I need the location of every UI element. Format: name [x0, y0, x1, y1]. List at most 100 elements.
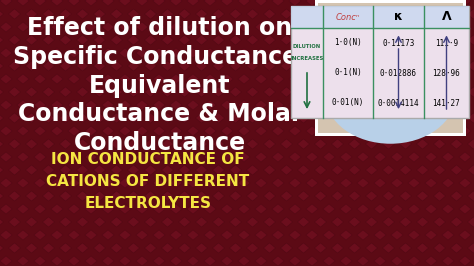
Polygon shape — [365, 191, 377, 201]
Polygon shape — [128, 165, 139, 175]
Polygon shape — [425, 0, 437, 6]
Polygon shape — [417, 139, 428, 149]
Polygon shape — [400, 139, 411, 149]
Polygon shape — [17, 204, 29, 214]
Polygon shape — [306, 178, 318, 188]
Polygon shape — [204, 126, 216, 136]
Polygon shape — [136, 0, 148, 6]
Polygon shape — [365, 139, 377, 149]
Polygon shape — [298, 87, 310, 97]
Polygon shape — [0, 100, 12, 110]
Polygon shape — [383, 35, 394, 45]
Polygon shape — [264, 113, 275, 123]
Polygon shape — [179, 61, 191, 71]
Polygon shape — [323, 152, 335, 162]
Polygon shape — [365, 9, 377, 19]
Polygon shape — [68, 0, 80, 6]
Polygon shape — [340, 48, 352, 58]
Polygon shape — [442, 204, 454, 214]
Polygon shape — [85, 48, 97, 58]
Polygon shape — [221, 230, 233, 240]
Polygon shape — [272, 48, 284, 58]
Polygon shape — [331, 87, 344, 97]
Polygon shape — [400, 191, 411, 201]
Polygon shape — [43, 9, 55, 19]
Polygon shape — [323, 100, 335, 110]
Polygon shape — [34, 48, 46, 58]
Polygon shape — [26, 87, 37, 97]
Polygon shape — [391, 100, 403, 110]
Polygon shape — [162, 165, 173, 175]
Polygon shape — [9, 35, 20, 45]
Polygon shape — [179, 113, 191, 123]
Polygon shape — [246, 113, 258, 123]
Polygon shape — [450, 87, 463, 97]
Polygon shape — [383, 165, 394, 175]
Polygon shape — [348, 9, 361, 19]
Polygon shape — [0, 48, 12, 58]
Text: DILUTION: DILUTION — [293, 44, 321, 48]
Polygon shape — [298, 35, 310, 45]
Polygon shape — [128, 191, 139, 201]
Polygon shape — [102, 126, 114, 136]
Polygon shape — [425, 152, 437, 162]
Polygon shape — [323, 0, 335, 6]
Polygon shape — [374, 22, 386, 32]
Polygon shape — [298, 61, 310, 71]
Polygon shape — [110, 165, 122, 175]
Polygon shape — [340, 152, 352, 162]
Polygon shape — [306, 204, 318, 214]
Polygon shape — [365, 165, 377, 175]
Polygon shape — [442, 0, 454, 6]
Polygon shape — [212, 61, 225, 71]
Polygon shape — [264, 35, 275, 45]
Polygon shape — [102, 48, 114, 58]
Polygon shape — [34, 22, 46, 32]
Polygon shape — [43, 217, 55, 227]
Polygon shape — [281, 9, 292, 19]
Polygon shape — [204, 256, 216, 266]
Polygon shape — [76, 191, 89, 201]
Polygon shape — [467, 243, 474, 253]
Polygon shape — [17, 22, 29, 32]
Polygon shape — [417, 9, 428, 19]
Polygon shape — [459, 100, 471, 110]
Polygon shape — [0, 243, 3, 253]
Polygon shape — [110, 217, 122, 227]
Polygon shape — [340, 126, 352, 136]
Polygon shape — [306, 74, 318, 84]
Polygon shape — [0, 9, 3, 19]
Polygon shape — [281, 139, 292, 149]
Polygon shape — [85, 230, 97, 240]
Polygon shape — [60, 191, 72, 201]
Polygon shape — [221, 100, 233, 110]
Polygon shape — [400, 87, 411, 97]
Polygon shape — [102, 230, 114, 240]
Polygon shape — [26, 243, 37, 253]
Polygon shape — [153, 230, 165, 240]
Polygon shape — [0, 217, 3, 227]
Polygon shape — [136, 74, 148, 84]
Polygon shape — [93, 9, 106, 19]
Polygon shape — [68, 178, 80, 188]
Polygon shape — [68, 48, 80, 58]
Text: 111·9: 111·9 — [435, 39, 458, 48]
Polygon shape — [153, 0, 165, 6]
Polygon shape — [136, 100, 148, 110]
Polygon shape — [400, 35, 411, 45]
Polygon shape — [9, 217, 20, 227]
Polygon shape — [408, 74, 420, 84]
Polygon shape — [365, 113, 377, 123]
Polygon shape — [0, 178, 12, 188]
Polygon shape — [467, 35, 474, 45]
Polygon shape — [400, 9, 411, 19]
Polygon shape — [51, 152, 63, 162]
Polygon shape — [400, 165, 411, 175]
Polygon shape — [306, 0, 318, 6]
Polygon shape — [331, 113, 344, 123]
Polygon shape — [204, 230, 216, 240]
Polygon shape — [348, 139, 361, 149]
Polygon shape — [26, 139, 37, 149]
Polygon shape — [170, 48, 182, 58]
Polygon shape — [187, 230, 199, 240]
